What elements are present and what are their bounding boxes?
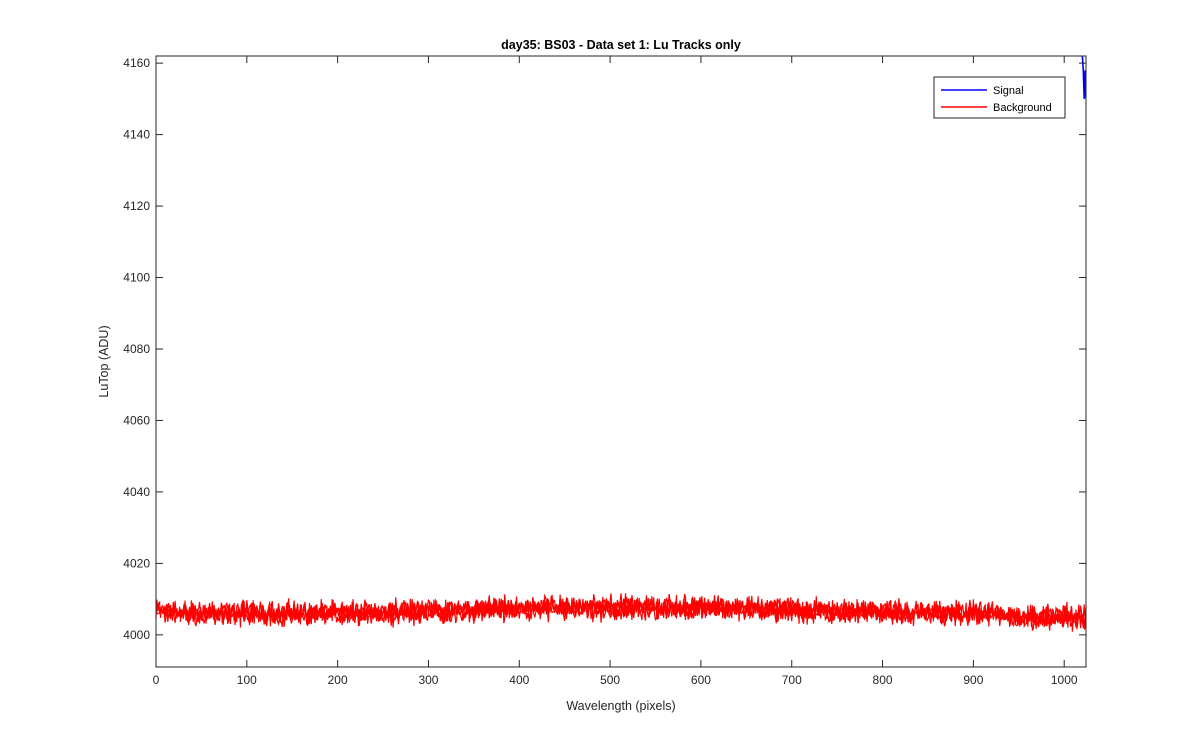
legend-signal-label: Signal (993, 85, 1024, 97)
legend: Signal Background (933, 76, 1066, 119)
y-tick-label: 4040 (123, 485, 150, 499)
y-tick-label: 4080 (123, 342, 150, 356)
x-tick-label: 700 (782, 673, 802, 687)
plot-lines (156, 56, 1086, 632)
legend-background-label: Background (993, 102, 1052, 114)
y-tick-label: 4140 (123, 128, 150, 142)
x-tick-label: 500 (600, 673, 620, 687)
plot-area (156, 56, 1086, 632)
y-tick-label: 4060 (123, 413, 150, 427)
axes-frame (155, 55, 1087, 668)
y-tick-label: 4000 (123, 628, 150, 642)
background-line (156, 593, 1086, 631)
y-tick-label: 4020 (123, 556, 150, 570)
x-tick-label: 900 (963, 673, 983, 687)
x-tick-label: 0 (153, 673, 160, 687)
x-tick-label: 100 (237, 673, 257, 687)
y-tick-label: 4160 (123, 56, 150, 70)
x-tick-label: 600 (691, 673, 711, 687)
x-axis-label: Wavelength (pixels) (566, 699, 675, 713)
x-tick-label: 300 (418, 673, 438, 687)
x-tick-label: 1000 (1051, 673, 1078, 687)
x-tick-label: 200 (328, 673, 348, 687)
chart-title: day35: BS03 - Data set 1: Lu Tracks only (501, 38, 741, 52)
axes: 0 100 200 300 400 500 600 700 800 900 1000 4000 4020… (123, 55, 1087, 687)
x-tick-label: 400 (509, 673, 529, 687)
y-tick-label: 4100 (123, 271, 150, 285)
background-line (156, 593, 1086, 632)
signal-line (1081, 56, 1086, 99)
y-axis-label: LuTop (ADU) (97, 325, 111, 397)
y-tick-label: 4120 (123, 199, 150, 213)
legend-box (933, 76, 1066, 119)
x-tick-label: 800 (873, 673, 893, 687)
